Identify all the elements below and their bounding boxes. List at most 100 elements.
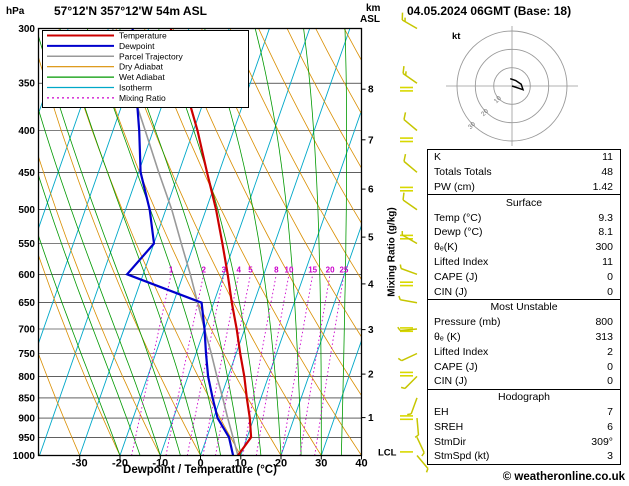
svg-text:600: 600	[18, 270, 35, 281]
table-section-title: Most Unstable	[490, 301, 558, 314]
hodograph-ring-label: 10	[493, 95, 503, 105]
metric-label: CIN (J)	[434, 375, 468, 388]
svg-text:450: 450	[18, 168, 35, 179]
metric-value: 309°	[591, 435, 613, 448]
temperature-tick-labels: -30 -20 -10 0 10 20 30 40	[72, 455, 368, 470]
table-row: SREH 6	[428, 419, 620, 434]
table-section: Most Unstable Pressure (mb) 800 θₑ (K) 313 Li…	[427, 298, 621, 390]
metric-value: 8.1	[598, 226, 613, 239]
svg-text:350: 350	[18, 79, 35, 90]
table-row: CAPE (J) 0	[428, 359, 620, 374]
svg-text:-10: -10	[152, 458, 168, 470]
altitude-axis-unit-km: km	[366, 3, 381, 14]
wind-barb	[403, 112, 418, 132]
table-section: Hodograph EH 7 SREH 6 StmDir 309° StmSpd (kt) 3	[427, 388, 621, 465]
altitude-ticks: 8 7 6 5 4 3 2 1 LCL	[361, 85, 413, 458]
svg-text:10: 10	[235, 458, 247, 470]
wind-barb	[402, 66, 418, 84]
altitude-axis-unit-asl: ASL	[360, 14, 380, 25]
metric-label: Totals Totals	[434, 166, 492, 179]
svg-text:800: 800	[18, 372, 35, 383]
temperature-line	[169, 28, 253, 456]
metric-label: CIN (J)	[434, 285, 468, 298]
table-row: K 11	[428, 150, 620, 165]
table-row: Totals Totals 48	[428, 165, 620, 180]
table-row: StmSpd (kt) 3	[428, 449, 620, 464]
svg-text:300: 300	[18, 24, 35, 35]
wind-barb	[401, 12, 418, 30]
legend-label: Isotherm	[119, 83, 152, 93]
table-section-title: Hodograph	[498, 391, 550, 404]
metric-value: 0	[607, 375, 613, 388]
x-axis-title: Dewpoint / Temperature (°C)	[123, 464, 277, 476]
profile-lines	[111, 28, 253, 456]
svg-text:2: 2	[201, 265, 206, 274]
table-row: θₑ (K) 313	[428, 330, 620, 345]
wind-barb	[399, 264, 418, 276]
hodograph-trace	[509, 77, 525, 91]
svg-text:500: 500	[18, 205, 35, 216]
svg-text:-20: -20	[112, 458, 128, 470]
datetime-label: 04.05.2024 06GMT (Base: 18)	[407, 4, 572, 18]
metric-label: CAPE (J)	[434, 360, 478, 373]
metric-label: θₑ(K)	[434, 241, 458, 254]
svg-text:1000: 1000	[13, 451, 36, 462]
legend-label: Wet Adiabat	[119, 72, 165, 82]
isobar-lines	[38, 28, 362, 456]
svg-text:1: 1	[169, 265, 174, 274]
metric-label: StmSpd (kt)	[434, 450, 490, 463]
svg-text:1: 1	[368, 413, 374, 424]
mixing-ratio-axis-title: Mixing Ratio (g/kg)	[386, 207, 398, 297]
table-row: CIN (J) 0	[428, 374, 620, 389]
mixing-ratio-value-labels: 1 2 3 4 5 8 10 15 20 25	[169, 265, 349, 274]
mixing-ratio-lines	[131, 274, 345, 456]
metric-label: Pressure (mb)	[434, 316, 501, 329]
metric-label: StmDir	[434, 435, 467, 448]
svg-text:650: 650	[18, 298, 35, 309]
metric-label: SREH	[434, 420, 464, 433]
svg-text:5: 5	[248, 265, 253, 274]
svg-text:550: 550	[18, 239, 35, 250]
svg-text:4: 4	[368, 279, 374, 290]
metric-value: 0	[607, 285, 613, 298]
table-section-title: Surface	[505, 196, 543, 209]
svg-text:30: 30	[315, 458, 327, 470]
table-row: θₑ(K) 300	[428, 240, 620, 255]
table-section: Surface Temp (°C) 9.3 Dewp (°C) 8.1 θₑ(K) 300 L…	[427, 194, 621, 300]
svg-text:40: 40	[355, 458, 367, 470]
wind-barb	[401, 230, 418, 245]
legend-label: Parcel Trajectory	[119, 51, 184, 61]
metric-label: Dewp (°C)	[434, 226, 483, 239]
svg-text:7: 7	[368, 135, 374, 146]
metric-value: 0	[607, 270, 613, 283]
metric-value: 300	[595, 241, 613, 254]
svg-text:0: 0	[197, 458, 203, 470]
metric-value: 11	[602, 255, 613, 268]
svg-text:10: 10	[285, 265, 294, 274]
hodograph-unit-label: kt	[452, 31, 461, 42]
table-row: Pressure (mb) 800	[428, 315, 620, 330]
table-row: Lifted Index 2	[428, 344, 620, 359]
svg-text:850: 850	[18, 393, 35, 404]
wind-barb	[397, 326, 418, 332]
indices-table: K 11 Totals Totals 48 PW (cm) 1.42 Surface Temp…	[427, 149, 621, 465]
metric-label: EH	[434, 405, 449, 418]
parcel-trajectory-line	[111, 28, 239, 456]
wind-barb	[398, 295, 418, 304]
svg-text:5: 5	[368, 233, 374, 244]
wind-barb	[416, 455, 429, 473]
svg-text:950: 950	[18, 433, 35, 444]
metric-value: 313	[595, 330, 613, 343]
lcl-label: LCL	[378, 447, 397, 458]
metric-value: 1.42	[592, 180, 613, 193]
wind-barb	[400, 375, 418, 390]
metric-value: 0	[607, 360, 613, 373]
svg-text:15: 15	[308, 265, 317, 274]
copyright-link[interactable]: © weatheronline.co.uk	[502, 471, 625, 483]
svg-text:2: 2	[368, 370, 374, 381]
metric-value: 6	[607, 420, 613, 433]
metric-label: Lifted Index	[434, 255, 489, 268]
hodograph-ring-label: 20	[480, 108, 490, 118]
